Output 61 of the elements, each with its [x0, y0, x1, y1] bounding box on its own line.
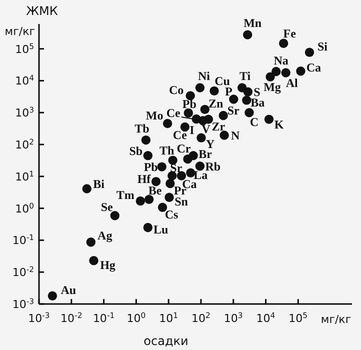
x-tick-label: 10$^{-2}$	[60, 310, 82, 325]
annotation: Na	[274, 54, 288, 68]
annotation: Zn	[208, 96, 224, 111]
annotation: Al	[286, 76, 298, 90]
text: мг/кг	[320, 313, 352, 326]
annotation: I	[190, 123, 195, 138]
annotation: Ti	[240, 68, 252, 83]
annotation: Sr	[227, 104, 240, 118]
annotation: Mo	[146, 108, 164, 123]
annotation: Cs	[164, 208, 179, 222]
annotation: Co	[169, 82, 184, 97]
annotation: Ce	[166, 106, 182, 120]
annotation: Hf	[137, 172, 152, 186]
y-tick-label: 10$^{4}$	[15, 73, 34, 88]
annotation: Sn	[174, 194, 188, 209]
annotation: Hg	[100, 258, 116, 272]
annotation: Zr	[212, 120, 226, 134]
annotation: N	[230, 128, 240, 142]
y-tick-label: 10$^{0}$	[15, 200, 34, 216]
y-axis-title: ЖМК	[26, 4, 58, 18]
annotation: Pb	[144, 160, 158, 174]
x-tick-label: 10$^{2}$	[192, 310, 211, 325]
annotation: Mg	[264, 80, 281, 94]
y-tick-label: 10$^{3}$	[15, 105, 34, 120]
y-tick-label: 10$^{-3}$	[12, 296, 34, 311]
annotation: Au	[60, 283, 76, 298]
y-tick-label: 10$^{-2}$	[12, 264, 34, 280]
annotation: Cr	[176, 141, 192, 156]
x-tick-label: 10$^{5}$	[288, 310, 308, 325]
annotation: Bi	[93, 176, 106, 191]
annotation: Ag	[98, 228, 112, 242]
annotation: Mn	[244, 16, 262, 30]
x-axis-title: осадки	[144, 334, 188, 348]
annotation: Fe	[283, 26, 297, 41]
annotation: Th	[159, 144, 174, 158]
annotation: Si	[317, 40, 328, 54]
y-tick-label: 10$^{5}$	[15, 41, 34, 56]
annotation: C	[250, 114, 259, 129]
annotation: Ca	[306, 60, 322, 74]
annotation: Ni	[198, 68, 211, 83]
annotation: Sb	[129, 144, 143, 158]
annotation: Pb	[182, 97, 197, 112]
annotation: Tb	[134, 121, 150, 136]
annotation: Rb	[205, 159, 221, 174]
x-tick-label: 10$^{-3}$	[28, 310, 50, 325]
y-tick-label: 10$^{-1}$	[12, 232, 34, 248]
annotation: Tm	[116, 188, 134, 202]
x-tick-label: 10$^{4}$	[256, 310, 276, 325]
text: мг/кг	[4, 25, 36, 38]
annotation: V	[202, 122, 211, 136]
annotation: Be	[148, 184, 162, 198]
y-tick-label: 10$^{1}$	[15, 168, 34, 184]
annotation: K	[274, 118, 284, 132]
x-tick-label: 10$^{-1}$	[92, 310, 115, 325]
annotation: Lu	[154, 222, 169, 237]
annotation: Ce	[172, 128, 188, 142]
x-tick-label: 10$^{0}$	[126, 310, 146, 325]
x-tick-label: 10$^{3}$	[224, 310, 243, 325]
annotation: Se	[100, 200, 114, 214]
x-tick-label: 10$^{1}$	[159, 310, 178, 325]
y-tick-label: 10$^{2}$	[15, 137, 34, 152]
